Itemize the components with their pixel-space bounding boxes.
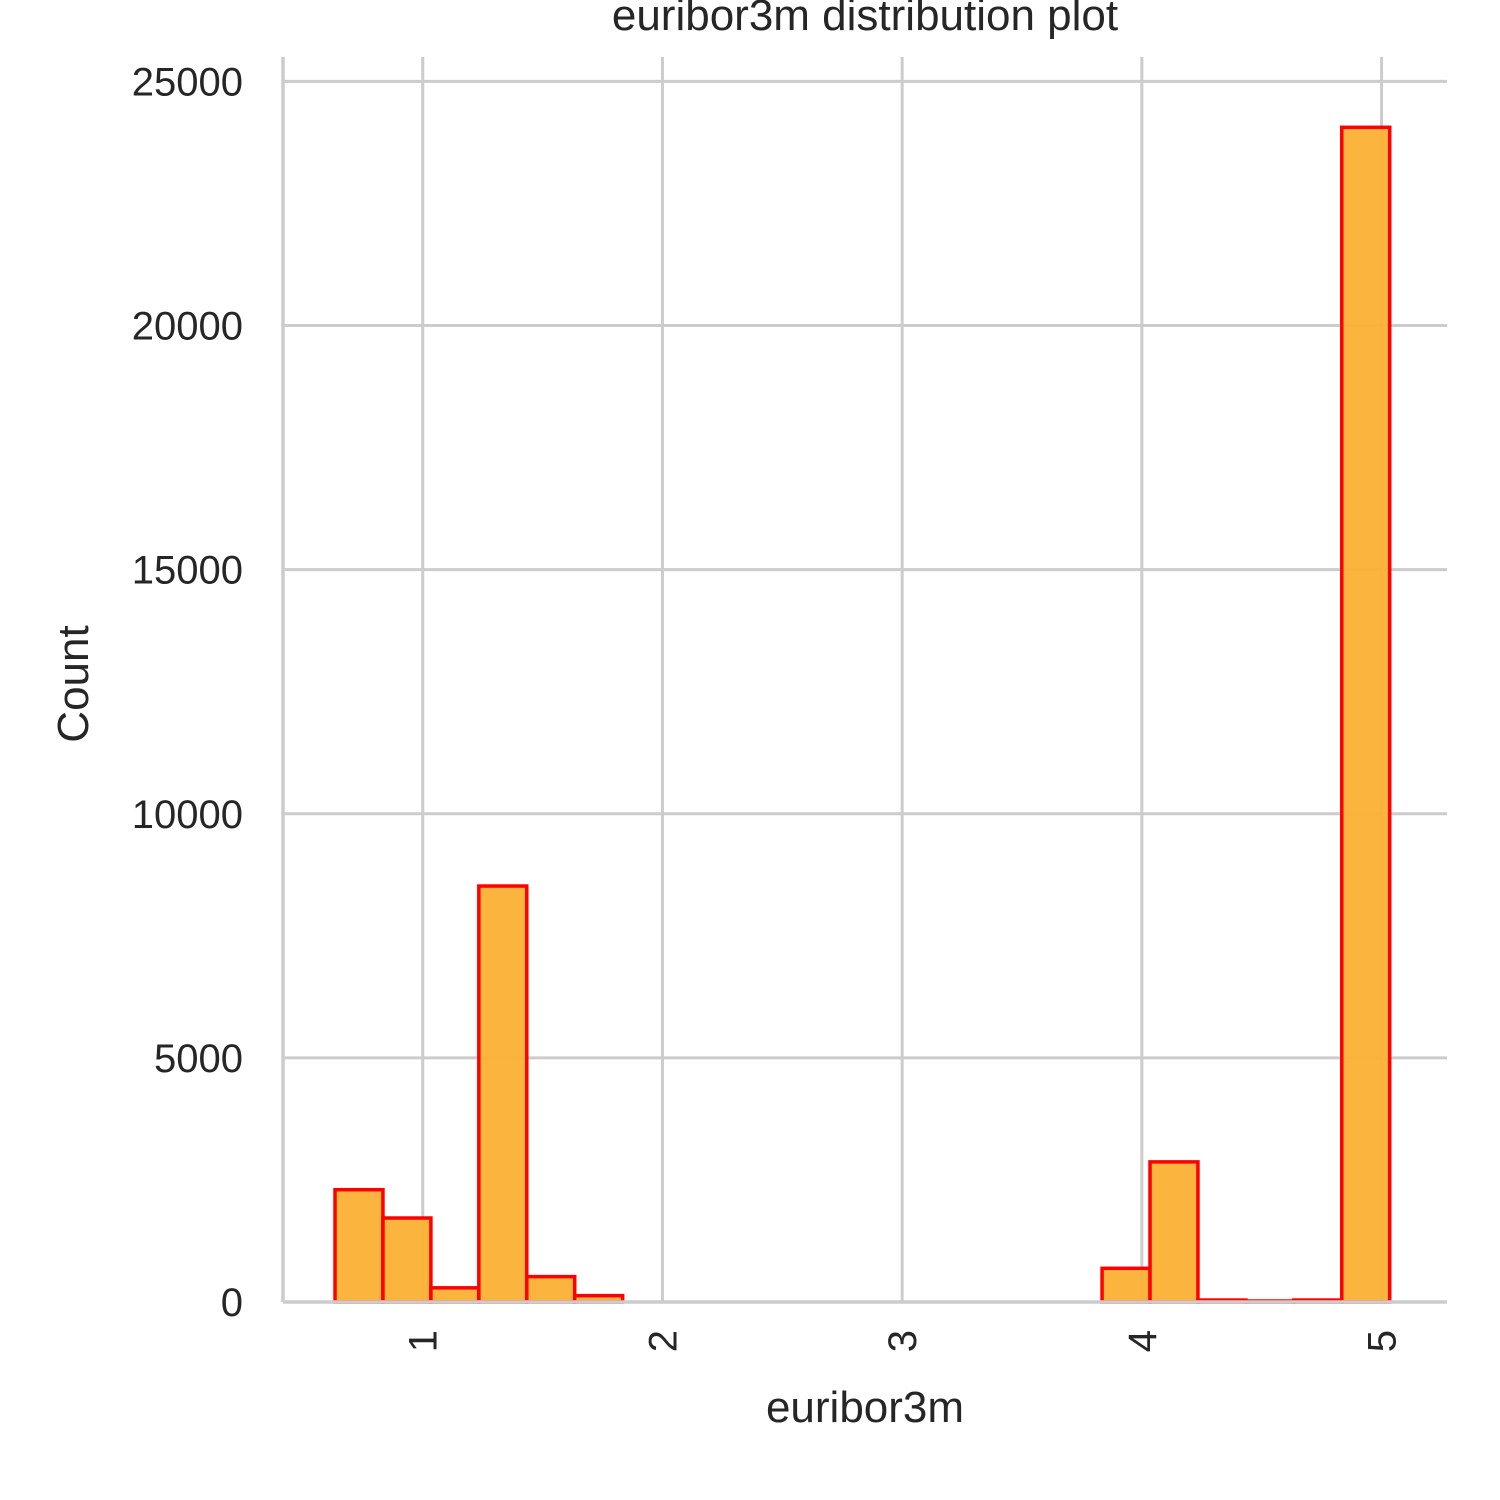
y-tick-label: 5000 [154, 1037, 243, 1081]
ticks-layer: 0 5000 10000 15000 20000 25000 1 2 3 4 5 [132, 60, 1405, 1352]
axes-layer [281, 57, 1447, 1304]
grid-layer [283, 57, 1447, 1302]
chart-title: euribor3m distribution plot [612, 0, 1118, 40]
histogram-bar [333, 1187, 385, 1304]
x-tick-label: 5 [1361, 1330, 1405, 1352]
x-tick-label: 1 [402, 1330, 446, 1352]
x-tick-label: 3 [881, 1330, 925, 1352]
x-tick-label: 4 [1121, 1330, 1165, 1352]
histogram-bar [525, 1274, 577, 1304]
histogram-bar [381, 1216, 433, 1304]
histogram-bar [1100, 1266, 1152, 1304]
x-axis-label: euribor3m [766, 1383, 964, 1432]
y-tick-label: 20000 [132, 305, 243, 349]
y-tick-label: 25000 [132, 60, 243, 104]
y-tick-label: 0 [221, 1281, 243, 1325]
histogram-bar [1340, 125, 1392, 1304]
bars-layer [333, 125, 1392, 1304]
y-tick-label: 10000 [132, 793, 243, 837]
x-tick-label: 2 [641, 1330, 685, 1352]
histogram-bar [1148, 1160, 1200, 1304]
y-axis-label: Count [49, 625, 98, 742]
histogram-bar [429, 1286, 481, 1304]
histogram-bar [477, 884, 529, 1304]
y-tick-label: 15000 [132, 549, 243, 593]
